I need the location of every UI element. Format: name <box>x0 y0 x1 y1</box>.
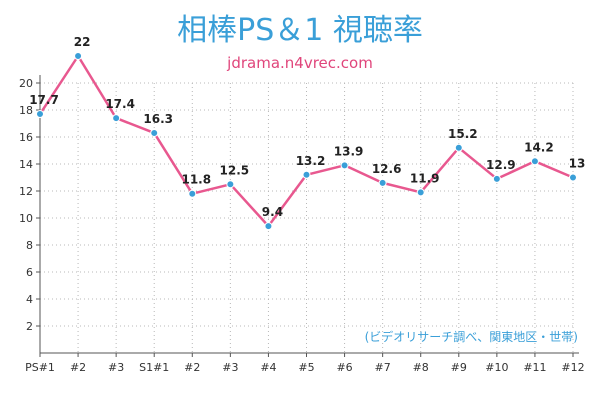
series-line <box>38 54 574 228</box>
data-point <box>150 128 159 137</box>
data-point <box>112 114 121 123</box>
x-tick-label: PS#1 <box>25 361 55 374</box>
x-tick-label: #12 <box>561 361 584 374</box>
y-tick-label: 12 <box>19 185 33 198</box>
data-label: 11.8 <box>181 173 211 187</box>
data-label: 13.9 <box>334 144 364 158</box>
chart-subtitle: jdrama.n4vrec.com <box>226 54 373 72</box>
y-tick-label: 4 <box>26 293 33 306</box>
data-label: 12.6 <box>372 162 402 176</box>
y-tick-label: 6 <box>26 266 33 279</box>
y-tick-label: 14 <box>19 158 33 171</box>
x-tick-label: #7 <box>375 361 391 374</box>
data-point <box>264 222 273 231</box>
data-point <box>302 170 311 179</box>
data-label: 15.2 <box>448 127 478 141</box>
chart-title: 相棒PS＆1 視聴率 <box>177 13 423 48</box>
source-note: (ビデオリサーチ調べ、関東地区・世帯) <box>365 329 578 344</box>
x-tick-label: #2 <box>184 361 200 374</box>
data-label: 22 <box>74 35 91 49</box>
x-tick-label: #10 <box>485 361 508 374</box>
data-point <box>340 161 349 170</box>
y-tick-label: 20 <box>19 77 33 90</box>
data-label: 12.5 <box>220 163 250 177</box>
data-label: 13.2 <box>296 154 326 168</box>
x-tick-label: #6 <box>336 361 352 374</box>
data-label: 17.7 <box>29 93 59 107</box>
x-tick-label: #3 <box>108 361 124 374</box>
data-point <box>74 52 83 60</box>
data-point <box>378 178 387 187</box>
x-tick-label: #2 <box>70 361 86 374</box>
data-point <box>569 173 577 182</box>
x-tick-label: #8 <box>413 361 429 374</box>
data-label: 9.4 <box>262 205 283 219</box>
data-point <box>416 188 425 197</box>
x-tick-label: #3 <box>222 361 238 374</box>
data-label: 13 <box>569 157 586 171</box>
y-tick-label: 10 <box>19 212 33 225</box>
data-label: 11.9 <box>410 171 440 185</box>
data-point <box>188 189 197 198</box>
axis-layer: 2 4 6 8 10 12 14 16 18 20 PS#1 #2 #3 S1#1 #2 #3 #4 #5 #6 #7… <box>19 75 585 374</box>
x-tick-label: #11 <box>523 361 546 374</box>
data-label: 17.4 <box>105 97 135 111</box>
x-tick-label: #9 <box>451 361 467 374</box>
x-tick-label: #5 <box>298 361 314 374</box>
y-tick-label: 16 <box>19 131 33 144</box>
data-point <box>226 180 235 189</box>
y-tick-label: 2 <box>26 320 33 333</box>
grid-layer <box>40 82 574 353</box>
y-tick-label: 8 <box>26 239 33 252</box>
x-tick-label: #4 <box>260 361 276 374</box>
data-label: 14.2 <box>524 140 554 154</box>
y-tick-label: 18 <box>19 104 33 117</box>
series-layer <box>36 52 577 231</box>
data-point <box>454 143 463 152</box>
data-point <box>530 157 539 166</box>
data-point <box>492 174 501 183</box>
data-label: 12.9 <box>486 158 516 172</box>
data-label: 16.3 <box>143 112 173 126</box>
data-point <box>36 110 44 119</box>
data-label-layer: 17.7 22 17.4 16.3 11.8 12.5 9.4 13.2 13.9 12.6 11.… <box>29 35 585 219</box>
x-tick-label: S1#1 <box>139 361 169 374</box>
